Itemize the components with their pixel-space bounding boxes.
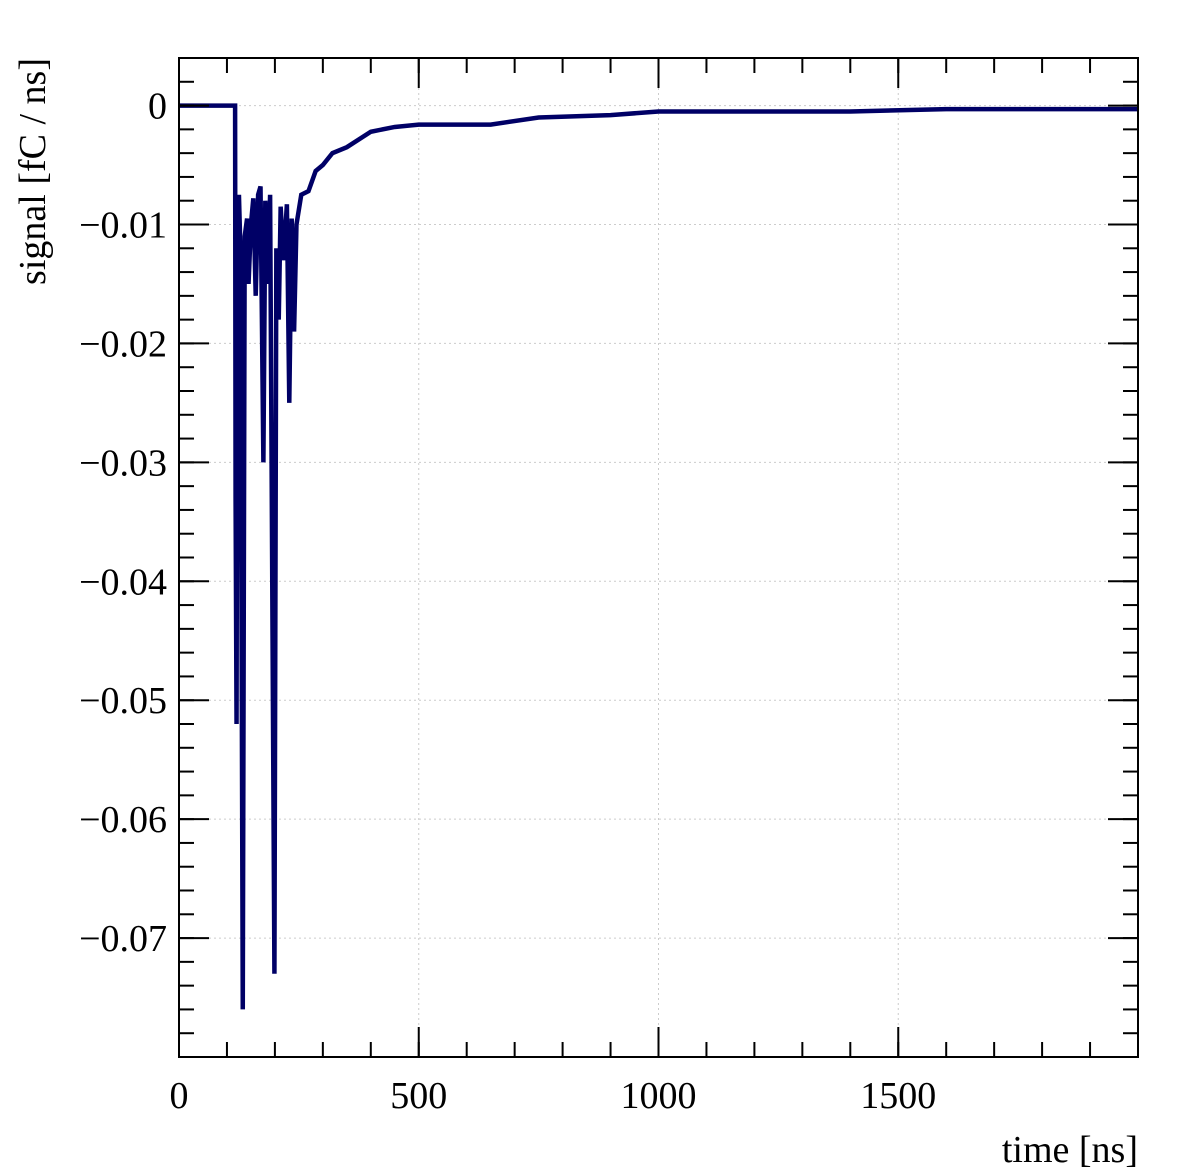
signal-line xyxy=(179,103,1138,1010)
y-tick-label: −0.06 xyxy=(79,799,167,841)
x-tick-label: 0 xyxy=(170,1075,189,1117)
y-tick-label: −0.05 xyxy=(79,680,167,722)
x-tick-label: 500 xyxy=(390,1075,447,1117)
y-tick-label: −0.04 xyxy=(79,561,167,603)
x-tick-label: 1000 xyxy=(621,1075,697,1117)
y-tick-label: 0 xyxy=(148,86,167,128)
x-axis-title: time [ns] xyxy=(1002,1129,1138,1171)
y-tick-label: −0.02 xyxy=(79,323,167,365)
y-tick-label: −0.07 xyxy=(79,918,167,960)
y-axis-title: signal [fC / ns] xyxy=(12,58,54,285)
plot-frame xyxy=(178,57,1139,1058)
y-tick-label: −0.01 xyxy=(79,205,167,247)
x-tick-label: 1500 xyxy=(860,1075,936,1117)
y-tick-label: −0.03 xyxy=(79,442,167,484)
